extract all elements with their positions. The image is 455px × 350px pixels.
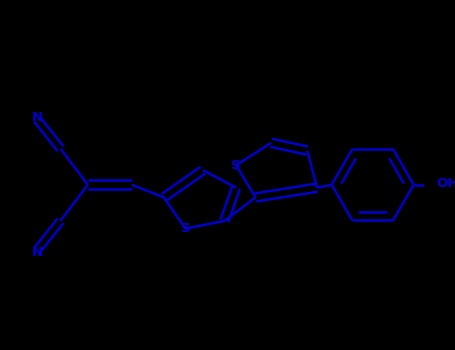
Text: S: S — [231, 159, 241, 172]
Text: S: S — [181, 222, 190, 235]
Text: N: N — [31, 246, 43, 259]
Text: N: N — [31, 111, 43, 124]
Text: OH: OH — [437, 177, 455, 190]
